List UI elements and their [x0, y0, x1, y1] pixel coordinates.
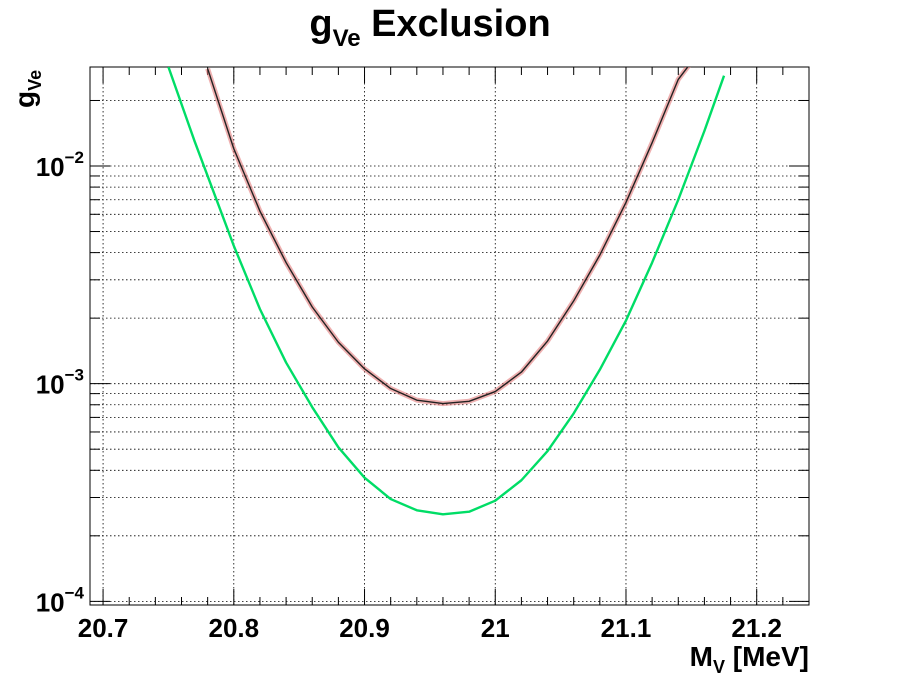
x-tick-label: 20.9	[339, 613, 390, 643]
axis-ticks	[90, 67, 810, 605]
y-tick-label-exponent: −2	[65, 148, 84, 167]
y-tick-labels: 10−410−310−2	[36, 148, 85, 617]
x-axis-title-sub: V	[713, 657, 725, 674]
curves	[167, 67, 726, 516]
plot-frame	[89, 66, 810, 606]
chart-title-rest: Exclusion	[361, 3, 551, 45]
y-tick-label-base: 10	[36, 152, 65, 182]
x-tick-label: 20.8	[208, 613, 259, 643]
grid	[90, 67, 809, 605]
y-tick-label-exponent: −3	[65, 366, 84, 385]
y-axis-title-sub: Ve	[25, 70, 45, 91]
chart-title-main: g	[309, 3, 332, 45]
series-line	[206, 67, 689, 405]
x-tick-label: 21.1	[601, 613, 652, 643]
series-line	[167, 67, 726, 516]
y-tick-label-base: 10	[36, 587, 65, 617]
x-tick-label: 21	[481, 613, 510, 643]
chart-title-sub: Ve	[333, 25, 361, 52]
x-tick-label: 20.7	[78, 613, 129, 643]
chart-title: gVe Exclusion	[309, 3, 550, 52]
y-tick-label: 10−2	[36, 148, 84, 182]
y-tick-label-base: 10	[36, 370, 65, 400]
x-tick-labels: 20.7 20.8 20.9 21 21.1 21.2	[78, 613, 782, 643]
x-axis-title-rest: [MeV]	[725, 641, 809, 672]
y-tick-label: 10−3	[36, 366, 84, 400]
x-axis-title: MV [MeV]	[690, 641, 809, 674]
y-axis-title-main: g	[9, 91, 40, 108]
x-tick-label: 21.2	[731, 613, 782, 643]
y-tick-label-exponent: −4	[65, 583, 85, 602]
x-axis-title-main: M	[690, 641, 713, 672]
y-axis-title: gVe	[9, 70, 45, 108]
y-tick-label: 10−4	[36, 583, 85, 617]
